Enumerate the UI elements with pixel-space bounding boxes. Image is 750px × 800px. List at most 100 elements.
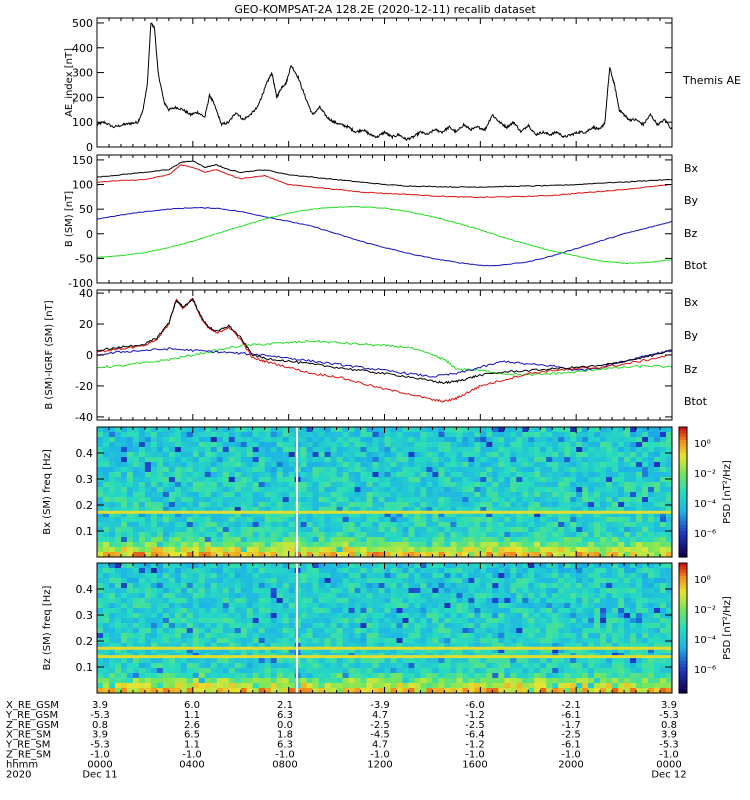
spec_bz-cell xyxy=(480,643,487,649)
spec_bx-cell xyxy=(204,482,212,488)
spec_bx-cell xyxy=(498,522,505,528)
spec_bx-cell xyxy=(528,447,535,453)
spec_bx-cell xyxy=(192,522,200,528)
spec_bz-cell xyxy=(438,573,445,579)
spec_bx-cell xyxy=(636,547,643,553)
spec_bx-cell xyxy=(288,427,296,433)
spec_bz-cell xyxy=(174,583,182,589)
spec_bz-cell xyxy=(468,673,475,679)
spec_bz-cell xyxy=(348,683,355,689)
spec_bz-cell xyxy=(516,648,523,654)
spec_bx-cell xyxy=(408,442,415,448)
spec_bx-cell xyxy=(312,552,319,558)
spec_bx-cell xyxy=(414,517,421,523)
spec_bx-cell xyxy=(624,457,631,463)
spec_bx-cell xyxy=(366,512,373,518)
spec_bz-cell xyxy=(450,578,457,584)
spec_bz-cell xyxy=(450,673,457,679)
spec_bz-cell xyxy=(115,573,122,579)
spec_bz-cell xyxy=(348,563,355,569)
spec_bx-cell xyxy=(174,482,182,488)
spec_bx-cell xyxy=(396,482,403,488)
spec_bz-cell xyxy=(480,658,487,664)
spec_bx-cell xyxy=(474,437,481,443)
spec_bx-cell xyxy=(588,442,595,448)
spec_bx-cell xyxy=(318,492,325,498)
spec_bz-cell xyxy=(192,593,200,599)
spec_bx-cell xyxy=(174,507,182,513)
spec_bz-cell xyxy=(103,673,110,679)
spec_bz-cell xyxy=(372,643,379,649)
spec_bx-cell xyxy=(576,492,583,498)
spec_bz-cell xyxy=(288,568,296,574)
spec_bx-cell xyxy=(456,432,463,438)
spec_bz-cell xyxy=(336,663,343,669)
spec_bz-cell xyxy=(264,613,272,619)
spec_bx-cell xyxy=(636,427,643,433)
spec_bz-cell xyxy=(438,668,445,674)
spec_bx-cell xyxy=(630,492,637,498)
spec_bz-cell xyxy=(390,683,397,689)
spec_bx-cell xyxy=(522,472,529,478)
spec_bz-cell xyxy=(180,643,188,649)
spec_bz-cell xyxy=(528,623,535,629)
spec_bx-cell xyxy=(630,512,637,518)
spec_bz-cell xyxy=(474,618,481,624)
spec_bz-cell xyxy=(504,683,511,689)
spec_bz-cell xyxy=(324,648,331,654)
spec_bz-cell xyxy=(324,573,331,579)
spec_bx-cell xyxy=(246,542,254,548)
spec_bz-cell xyxy=(456,593,463,599)
spec_bz-cell xyxy=(192,568,200,574)
spec_bz-cell xyxy=(198,568,206,574)
spec_bx-cell xyxy=(109,527,116,533)
spec_bz-cell xyxy=(372,638,379,644)
spec_bx-cell xyxy=(510,547,517,553)
spec_bz-cell xyxy=(270,638,278,644)
spec_bz-cell xyxy=(432,568,439,574)
spec_bz-cell xyxy=(216,563,224,569)
spec_bx-cell xyxy=(516,447,523,453)
spec_bz-cell xyxy=(492,633,499,639)
spec_bz-cell xyxy=(121,583,128,589)
spec_bz-cell xyxy=(312,628,319,634)
spec_bx-cell xyxy=(156,517,164,523)
spec_bx-cell xyxy=(97,507,104,513)
spec_bz-cell xyxy=(228,593,236,599)
spec_bx-ytick-label: 0.3 xyxy=(76,473,94,486)
spec_bz-cell xyxy=(204,563,212,569)
spec_bx-cell xyxy=(468,507,475,513)
spec_bx-cell xyxy=(438,512,445,518)
spec_bz-cell xyxy=(534,668,541,674)
spec_bz-cell xyxy=(186,618,194,624)
spec_bx-cell xyxy=(366,522,373,528)
spec_bz-cell xyxy=(228,573,236,579)
spec_bx-cell xyxy=(234,467,242,473)
spec_bx-cell xyxy=(612,502,619,508)
spec_bx-cell xyxy=(654,462,661,468)
spec_bx-cell xyxy=(312,547,319,553)
spec_bx-cell xyxy=(450,452,457,458)
spec_bz-cell xyxy=(318,568,325,574)
spec_bx-cell xyxy=(468,527,475,533)
spec_bz-cell xyxy=(396,583,403,589)
spec_bx-cell xyxy=(390,517,397,523)
spec_bz-cell xyxy=(384,593,391,599)
spec_bz-cell xyxy=(342,603,349,609)
spec_bx-cell xyxy=(264,497,272,503)
spec_bz-cell xyxy=(150,648,158,654)
spec_bx-cell xyxy=(162,517,170,523)
spec_bx-cell xyxy=(234,482,242,488)
spec_bz-cell xyxy=(282,628,290,634)
spec_bx-cell xyxy=(162,512,170,518)
spec_bx-cell xyxy=(510,512,517,518)
spec_bx-cell xyxy=(336,532,343,538)
spec_bz-cell xyxy=(234,598,242,604)
spec_bz-cell xyxy=(300,673,307,679)
spec_bx-cell xyxy=(276,442,284,448)
spec_bz-cell xyxy=(510,608,517,614)
spec_bx-cell xyxy=(492,517,499,523)
spec_bx-cell xyxy=(636,472,643,478)
spec_bz-cell xyxy=(306,578,313,584)
spec_bz-cell xyxy=(144,593,152,599)
